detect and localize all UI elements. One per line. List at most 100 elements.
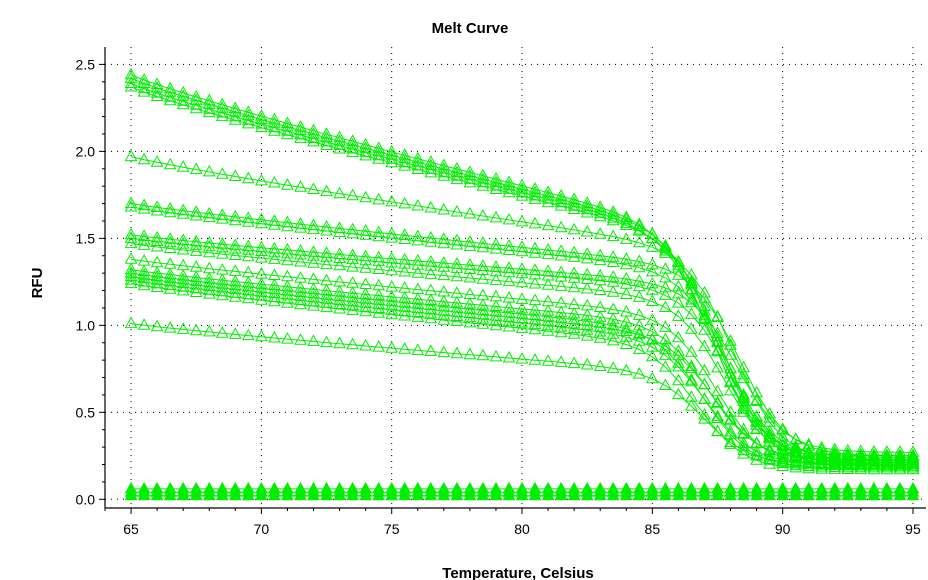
triangle-marker <box>385 231 399 243</box>
triangle-marker <box>502 488 516 501</box>
triangle-marker <box>619 232 633 244</box>
triangle-marker <box>202 488 216 501</box>
triangle-marker <box>632 254 646 267</box>
x-tick-label: 75 <box>384 521 400 537</box>
triangle-marker <box>346 252 359 265</box>
triangle-marker <box>685 322 698 334</box>
triangle-marker <box>750 488 763 501</box>
triangle-marker <box>463 347 477 360</box>
triangle-marker <box>619 257 633 270</box>
triangle-marker <box>580 323 594 335</box>
triangle-marker <box>281 242 294 255</box>
triangle-marker <box>150 203 164 216</box>
triangle-marker <box>554 220 568 233</box>
triangle-marker <box>202 287 216 299</box>
triangle-marker <box>450 314 464 327</box>
triangle-marker <box>632 222 646 235</box>
triangle-marker <box>580 281 594 294</box>
triangle-marker <box>476 208 490 221</box>
triangle-marker <box>502 243 516 255</box>
triangle-marker <box>372 306 386 318</box>
triangle-marker <box>567 199 581 211</box>
triangle-marker <box>672 279 685 292</box>
triangle-marker <box>215 212 229 224</box>
y-tick-label: 1.5 <box>76 230 96 246</box>
triangle-marker <box>320 300 333 313</box>
y-axis-label: RFU <box>29 268 46 299</box>
triangle-marker <box>711 360 724 373</box>
triangle-marker <box>137 488 151 501</box>
triangle-marker <box>698 291 711 304</box>
triangle-marker <box>385 307 399 320</box>
triangle-marker <box>528 488 542 501</box>
triangle-marker <box>268 241 281 254</box>
triangle-marker <box>724 435 737 447</box>
triangle-marker <box>672 387 685 400</box>
triangle-marker <box>228 488 242 501</box>
triangle-marker <box>711 411 724 423</box>
triangle-marker <box>672 309 685 321</box>
triangle-marker <box>176 269 190 281</box>
triangle-marker <box>632 260 646 273</box>
triangle-marker <box>150 280 164 292</box>
triangle-marker <box>320 138 333 150</box>
y-tick-label: 2.5 <box>76 56 96 72</box>
triangle-marker <box>450 286 464 298</box>
triangle-marker <box>593 253 607 266</box>
triangle-marker <box>359 253 372 266</box>
triangle-marker <box>893 488 907 501</box>
triangle-marker <box>189 488 203 501</box>
triangle-marker <box>241 215 255 227</box>
triangle-marker <box>398 159 412 171</box>
triangle-marker <box>359 228 372 240</box>
triangle-marker <box>880 457 894 469</box>
triangle-marker <box>372 229 386 242</box>
triangle-marker <box>307 488 320 501</box>
triangle-marker <box>541 324 555 336</box>
triangle-marker <box>515 214 529 227</box>
triangle-marker <box>333 225 346 237</box>
triangle-marker <box>489 349 503 362</box>
series-line <box>131 234 913 453</box>
triangle-marker <box>645 294 659 306</box>
triangle-marker <box>698 412 711 424</box>
triangle-marker <box>685 292 698 305</box>
triangle-marker <box>750 436 763 449</box>
triangle-marker <box>645 264 659 277</box>
triangle-marker <box>476 272 490 284</box>
triangle-marker <box>124 199 138 212</box>
triangle-marker <box>750 385 763 398</box>
triangle-marker <box>724 375 737 388</box>
triangle-marker <box>476 288 490 301</box>
triangle-marker <box>228 213 242 226</box>
chart-title: Melt Curve <box>432 20 509 37</box>
triangle-marker <box>411 343 425 355</box>
triangle-marker <box>737 391 750 403</box>
triangle-marker <box>385 488 399 501</box>
triangle-marker <box>268 214 281 226</box>
triangle-marker <box>880 488 894 501</box>
triangle-marker <box>659 238 672 251</box>
triangle-marker <box>619 488 633 501</box>
triangle-marker <box>841 460 855 473</box>
triangle-marker <box>294 131 307 143</box>
triangle-marker <box>268 488 281 501</box>
triangle-marker <box>385 155 399 168</box>
triangle-marker <box>359 261 372 273</box>
triangle-marker <box>567 488 581 501</box>
triangle-marker <box>567 356 581 369</box>
triangle-marker <box>685 390 698 402</box>
triangle-marker <box>137 202 151 214</box>
triangle-marker <box>711 409 724 422</box>
triangle-marker <box>606 321 620 334</box>
triangle-marker <box>202 164 216 177</box>
triangle-marker <box>906 488 920 501</box>
triangle-marker <box>202 239 216 252</box>
triangle-marker <box>163 93 177 106</box>
triangle-marker <box>659 320 672 332</box>
melt-series <box>124 316 920 469</box>
series-line <box>131 206 913 465</box>
melt-series <box>124 231 920 462</box>
triangle-marker <box>606 204 620 217</box>
triangle-marker <box>489 273 503 285</box>
